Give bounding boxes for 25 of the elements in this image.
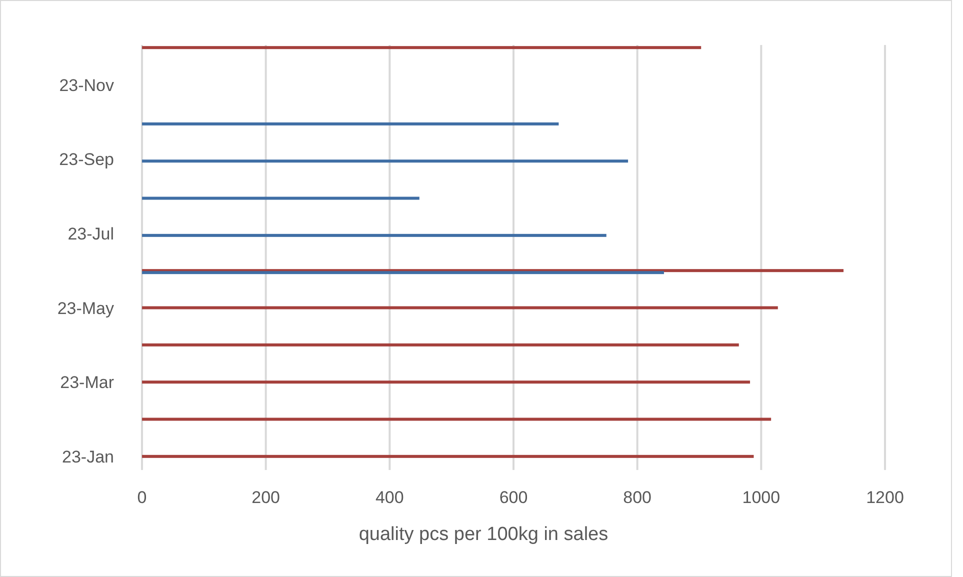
x-tick-label: 1000: [742, 488, 780, 507]
bar: [142, 234, 606, 237]
y-tick-label: 23-Jul: [68, 224, 114, 244]
y-tick-label: 23-May: [57, 298, 114, 318]
bar: [142, 306, 778, 310]
x-axis-title: quality pcs per 100kg in sales: [358, 524, 608, 545]
x-tick-label: 200: [252, 488, 280, 507]
x-tick-label: 400: [375, 488, 404, 507]
y-tick-label: 23-Jan: [62, 447, 114, 466]
bar: [142, 46, 702, 50]
bar: [142, 454, 754, 458]
bar: [142, 122, 559, 126]
y-tick-label: 23-Nov: [59, 76, 114, 95]
x-tick-label: 600: [499, 488, 528, 507]
bar: [142, 418, 772, 421]
bar: [142, 196, 420, 200]
bar: [142, 343, 739, 346]
y-tick-label: 23-Sep: [59, 150, 114, 170]
bar: [142, 271, 664, 274]
x-tick-label: 1200: [866, 488, 904, 507]
x-tick-label: 800: [623, 488, 652, 507]
y-tick-label: 23-Mar: [60, 373, 114, 392]
x-tick-label: 0: [137, 488, 147, 507]
bar: [142, 380, 750, 384]
bar: [142, 160, 628, 163]
